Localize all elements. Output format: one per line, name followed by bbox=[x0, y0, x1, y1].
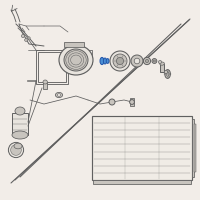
Ellipse shape bbox=[8, 142, 24, 158]
Bar bbox=[130, 98, 134, 106]
Ellipse shape bbox=[130, 100, 134, 104]
Bar bbox=[160, 64, 164, 72]
Ellipse shape bbox=[64, 49, 88, 71]
Ellipse shape bbox=[143, 57, 151, 65]
Ellipse shape bbox=[28, 37, 30, 39]
Ellipse shape bbox=[158, 60, 162, 64]
Bar bbox=[36, 50, 68, 84]
Ellipse shape bbox=[106, 59, 109, 63]
Ellipse shape bbox=[21, 34, 25, 38]
Ellipse shape bbox=[166, 72, 169, 76]
Ellipse shape bbox=[103, 58, 107, 64]
Ellipse shape bbox=[165, 70, 170, 78]
Ellipse shape bbox=[12, 131, 28, 139]
Bar bbox=[38, 52, 66, 82]
Ellipse shape bbox=[15, 107, 25, 115]
Ellipse shape bbox=[134, 58, 140, 64]
Ellipse shape bbox=[14, 143, 22, 149]
Ellipse shape bbox=[145, 59, 149, 63]
Bar bbox=[93, 180, 191, 184]
Bar bbox=[192, 119, 194, 177]
Ellipse shape bbox=[100, 57, 104, 65]
Ellipse shape bbox=[113, 54, 127, 68]
Ellipse shape bbox=[131, 55, 143, 67]
Ellipse shape bbox=[160, 62, 164, 65]
Bar bbox=[64, 42, 84, 47]
Bar bbox=[194, 124, 196, 172]
Ellipse shape bbox=[55, 92, 63, 98]
Ellipse shape bbox=[110, 51, 130, 71]
Ellipse shape bbox=[152, 59, 157, 63]
Ellipse shape bbox=[25, 39, 27, 41]
Ellipse shape bbox=[164, 70, 168, 74]
Ellipse shape bbox=[59, 45, 93, 75]
Ellipse shape bbox=[11, 145, 21, 155]
Bar bbox=[12, 113, 28, 135]
Ellipse shape bbox=[109, 99, 115, 105]
Ellipse shape bbox=[43, 80, 47, 84]
Bar bbox=[92, 116, 192, 180]
Ellipse shape bbox=[116, 57, 124, 65]
Ellipse shape bbox=[153, 60, 155, 62]
Bar bbox=[43, 82, 47, 89]
Ellipse shape bbox=[57, 94, 61, 96]
